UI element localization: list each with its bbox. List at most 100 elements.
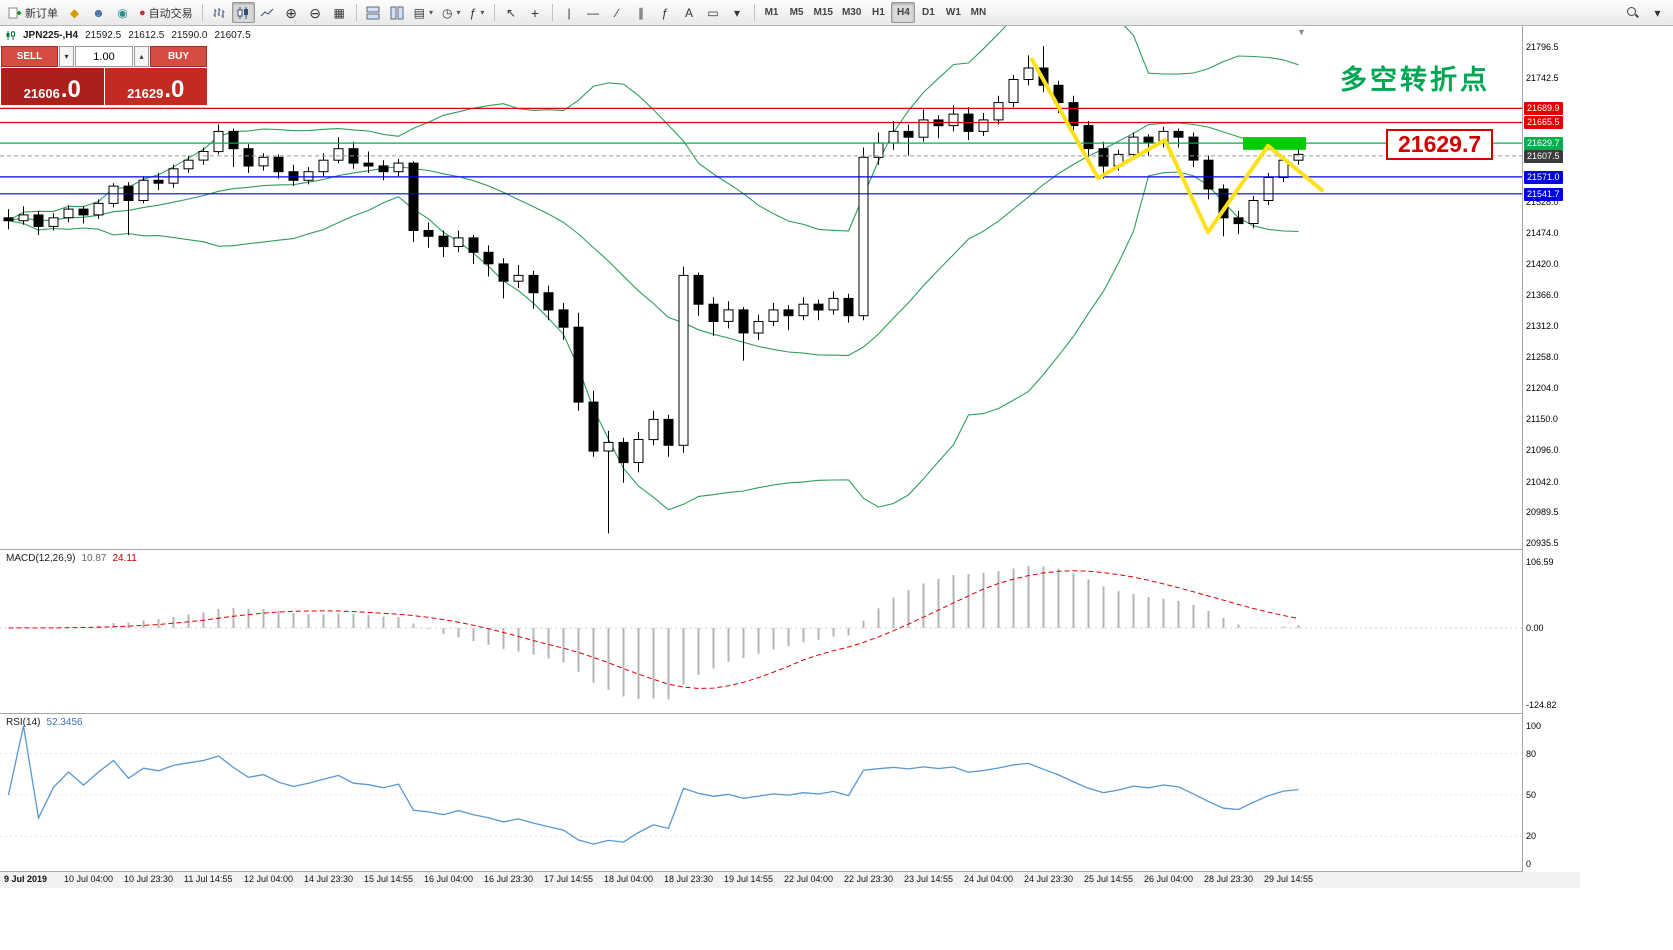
timeframe-button-d1[interactable]: D1 bbox=[916, 2, 940, 23]
vertical-line-tool-button[interactable]: | bbox=[558, 2, 581, 23]
crosshair-icon: + bbox=[530, 4, 540, 21]
time-axis-label: 12 Jul 04:00 bbox=[244, 874, 294, 884]
chevron-down-icon: ▾ bbox=[456, 8, 461, 17]
more-tools-button[interactable]: ▾ bbox=[726, 2, 749, 23]
new-order-button[interactable]: 新订单 bbox=[4, 2, 62, 23]
rsi-label: RSI(14) bbox=[6, 717, 41, 728]
time-axis-label: 29 Jul 14:55 bbox=[1264, 874, 1314, 884]
grid-icon: ▦ bbox=[333, 5, 345, 20]
new-order-label: 新订单 bbox=[25, 7, 58, 20]
profiles-button[interactable]: ◷ ▾ bbox=[438, 2, 465, 23]
turning-point-annotation[interactable]: 多空转折点 bbox=[1340, 65, 1490, 95]
time-axis[interactable]: 9 Jul 2019 10 Jul 04:00 10 Jul 23:30 11 Jul… bbox=[0, 872, 1580, 888]
timeframe-button-h1[interactable]: H1 bbox=[866, 2, 890, 23]
tile-horizontal-icon bbox=[366, 6, 380, 20]
indicators-icon: ƒ bbox=[469, 5, 477, 20]
candlestick-chart-icon bbox=[236, 6, 250, 20]
candles bbox=[3, 46, 1304, 534]
rsi-panel-canvas[interactable] bbox=[0, 714, 1523, 871]
crosshair-tool-button[interactable]: + bbox=[524, 2, 547, 23]
accounts-button[interactable]: ☻ bbox=[87, 2, 110, 23]
zoom-in-button[interactable]: ⊕ bbox=[280, 2, 303, 23]
price-axis-label: 21312.0 bbox=[1526, 321, 1559, 331]
time-axis-label: 16 Jul 04:00 bbox=[424, 874, 474, 884]
horizontal-line-tool-button[interactable]: — bbox=[582, 2, 605, 23]
shapes-icon: ▭ bbox=[707, 5, 719, 20]
buy-button[interactable]: BUY bbox=[150, 46, 207, 67]
time-axis-label: 11 Jul 14:55 bbox=[184, 874, 233, 884]
yellow-zigzag-annotation[interactable] bbox=[1030, 57, 1324, 235]
search-button[interactable] bbox=[1621, 2, 1644, 23]
ohlc-close: 21607.5 bbox=[214, 30, 251, 41]
price-axis-label: 106.59 bbox=[1526, 557, 1554, 567]
zoom-out-button[interactable]: ⊖ bbox=[304, 2, 327, 23]
timeframe-button-h4[interactable]: H4 bbox=[891, 2, 916, 23]
lot-increase-button[interactable]: ▴ bbox=[134, 46, 149, 67]
fibonacci-tool-button[interactable]: ƒ bbox=[654, 2, 677, 23]
tile-windows-horizontal-button[interactable] bbox=[362, 2, 385, 23]
buy-price-box[interactable]: 21629.0 bbox=[104, 68, 207, 105]
price-axis-label: 50 bbox=[1526, 790, 1537, 800]
price-axis-label: 21474.0 bbox=[1526, 228, 1559, 238]
price-axis-badge: 21629.7 bbox=[1524, 137, 1563, 150]
main-chart-canvas[interactable] bbox=[0, 26, 1523, 549]
auto-trading-button[interactable]: ● 自动交易 bbox=[135, 2, 197, 23]
line-chart-icon bbox=[260, 6, 274, 20]
rsi-panel-divider[interactable] bbox=[0, 713, 1580, 714]
price-callout-label[interactable]: 21629.7 bbox=[1386, 129, 1494, 160]
bollinger-middle-band bbox=[8, 122, 1299, 356]
timeframe-button-m1[interactable]: M1 bbox=[760, 2, 784, 23]
candlestick-chart-button[interactable] bbox=[231, 2, 255, 23]
timeframe-button-m30[interactable]: M30 bbox=[838, 2, 865, 23]
time-axis-label: 24 Jul 04:00 bbox=[964, 874, 1014, 884]
chevron-down-icon: ▾ bbox=[1654, 5, 1661, 20]
time-axis-label: 22 Jul 23:30 bbox=[844, 874, 894, 884]
lot-decrease-button[interactable]: ▾ bbox=[59, 46, 74, 67]
new-chart-button[interactable]: ▤ ▾ bbox=[410, 2, 437, 23]
time-axis-label: 16 Jul 23:30 bbox=[484, 874, 534, 884]
trade-panel-controls: SELL ▾ ▴ BUY bbox=[1, 46, 207, 67]
chart-shift-marker[interactable]: ▼ bbox=[1297, 27, 1306, 37]
collapse-toolbar-button[interactable]: ▾ bbox=[1646, 2, 1669, 23]
timeframe-button-m15[interactable]: M15 bbox=[810, 2, 837, 23]
lot-size-input[interactable] bbox=[75, 46, 133, 67]
price-axis-label: 80 bbox=[1526, 749, 1537, 759]
green-zone-rectangle[interactable] bbox=[1243, 137, 1306, 150]
chevron-up-icon: ▴ bbox=[139, 52, 144, 61]
timeframe-button-m5[interactable]: M5 bbox=[785, 2, 809, 23]
timeframe-button-mn[interactable]: MN bbox=[966, 2, 990, 23]
macd-panel-canvas[interactable] bbox=[0, 550, 1523, 713]
indicators-button[interactable]: ƒ ▾ bbox=[466, 2, 489, 23]
vertical-line-icon: | bbox=[567, 5, 571, 20]
price-axis[interactable]: 21796.5 21742.5 21528.0 21474.0 21420.0 21366… bbox=[1523, 0, 1583, 888]
toolbar-right-group: ▾ bbox=[1621, 2, 1669, 23]
price-axis-label: 21042.0 bbox=[1526, 477, 1559, 487]
bar-chart-button[interactable] bbox=[208, 2, 231, 23]
shapes-tool-button[interactable]: ▭ bbox=[702, 2, 725, 23]
text-tool-button[interactable]: A bbox=[678, 2, 701, 23]
cursor-tool-button[interactable]: ↖ bbox=[500, 2, 523, 23]
zoom-in-icon: ⊕ bbox=[285, 4, 298, 21]
trendline-tool-button[interactable]: ∕ bbox=[606, 2, 629, 23]
price-axis-label: 20935.5 bbox=[1526, 538, 1559, 548]
favorites-button[interactable]: ◆ bbox=[63, 2, 86, 23]
price-axis-label: 0.00 bbox=[1526, 623, 1544, 633]
chart-icon bbox=[5, 30, 16, 41]
channel-tool-button[interactable]: ∥ bbox=[630, 2, 653, 23]
toolbar-separator bbox=[493, 4, 495, 21]
bollinger-lower-band bbox=[8, 171, 1299, 511]
timeframe-button-w1[interactable]: W1 bbox=[941, 2, 965, 23]
bar-chart-icon bbox=[212, 6, 226, 20]
line-chart-button[interactable] bbox=[256, 2, 279, 23]
price-axis-divider[interactable] bbox=[1522, 26, 1523, 888]
sell-button[interactable]: SELL bbox=[1, 46, 58, 67]
channel-icon: ∥ bbox=[638, 5, 645, 20]
tile-windows-vertical-button[interactable] bbox=[386, 2, 409, 23]
chevron-down-icon: ▾ bbox=[734, 5, 741, 20]
alerts-button[interactable]: ◉ bbox=[111, 2, 134, 23]
grid-button[interactable]: ▦ bbox=[328, 2, 351, 23]
sell-price-box[interactable]: 21606.0 bbox=[1, 68, 104, 105]
price-axis-label: -124.82 bbox=[1526, 700, 1557, 710]
sell-price-fraction: .0 bbox=[60, 76, 81, 103]
macd-panel-divider[interactable] bbox=[0, 549, 1580, 550]
